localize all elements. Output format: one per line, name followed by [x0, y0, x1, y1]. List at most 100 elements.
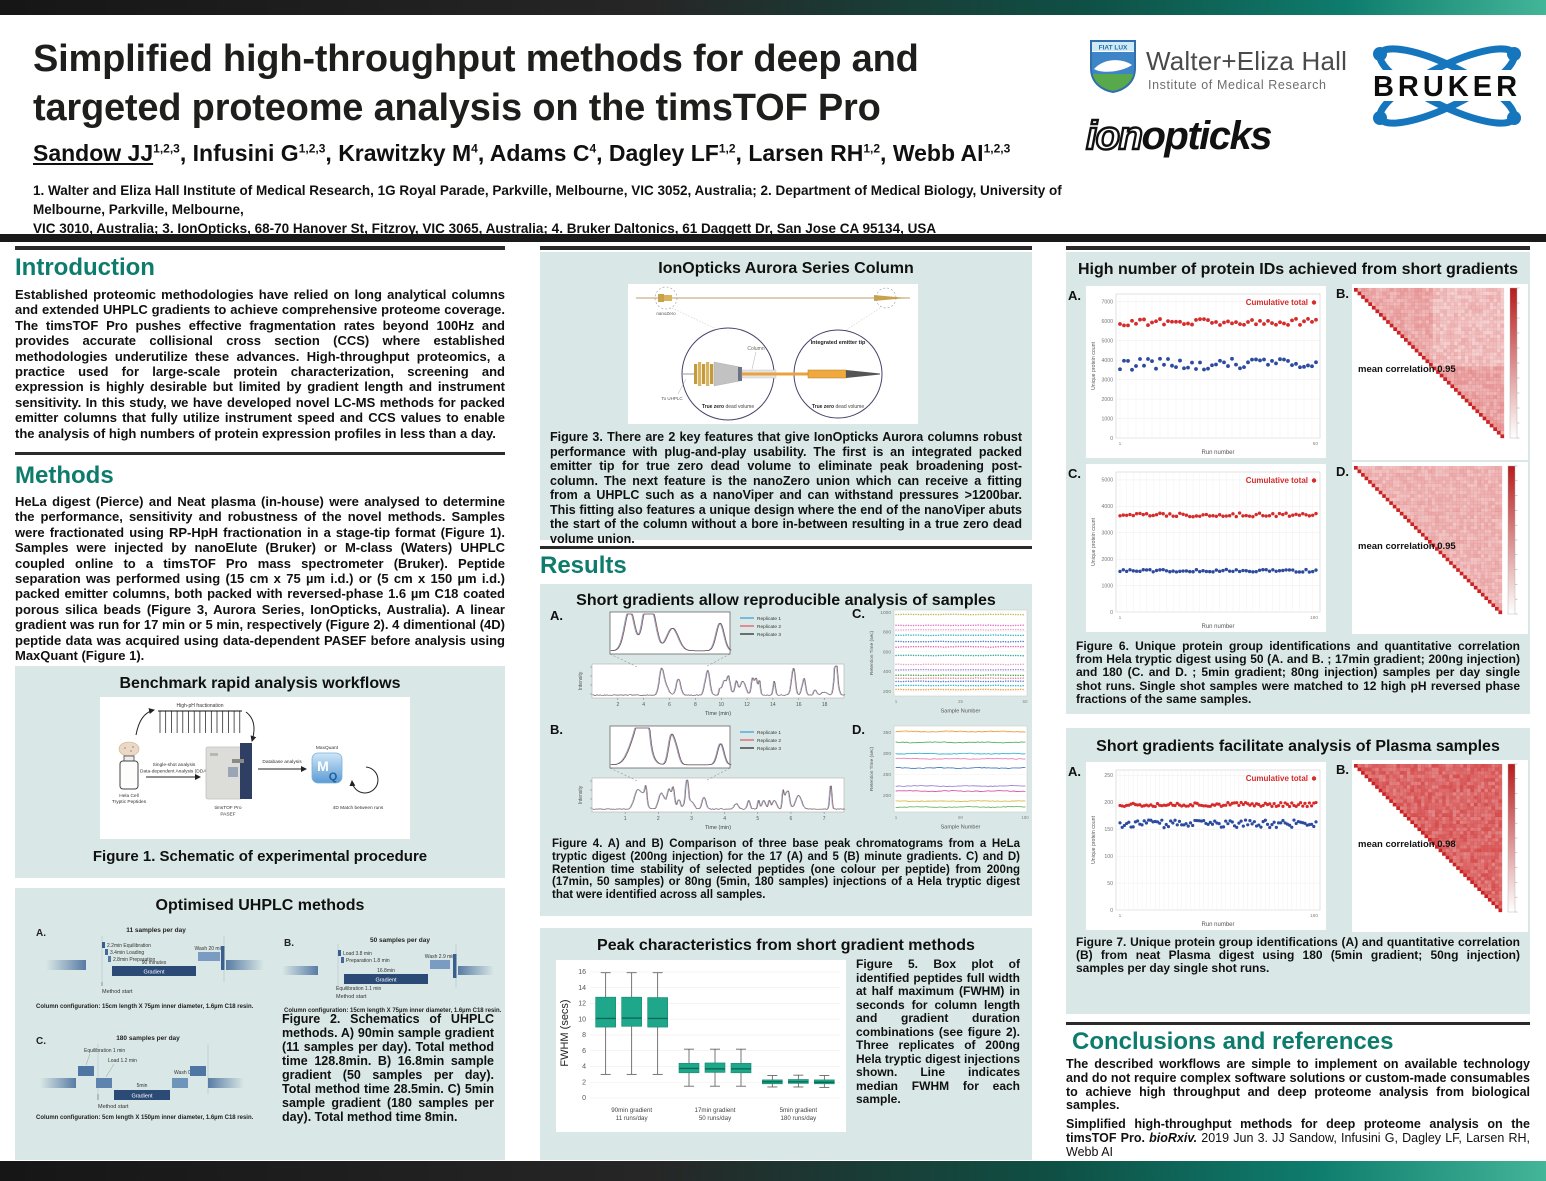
- svg-text:1: 1: [1119, 441, 1122, 447]
- figure6-caption: Figure 6. Unique protein group identific…: [1076, 639, 1520, 706]
- svg-text:5min gradient: 5min gradient: [780, 1107, 818, 1114]
- figure4-letter-a: A.: [550, 608, 563, 623]
- reference-title: Simplified high-throughput methods for d…: [1066, 1117, 1530, 1145]
- method-a-start-label: Method start: [102, 989, 133, 995]
- svg-text:600: 600: [883, 649, 891, 655]
- method-c-load-label: Load 1.2 min: [108, 1058, 137, 1064]
- figure1-diagram-box: High-pH fractionation Hela Cell Tryptic …: [100, 697, 410, 839]
- uhplc-method-a-diagram: A. 11 samples per day 2.2min Equilibrati…: [36, 927, 264, 1010]
- svg-text:90: 90: [958, 815, 964, 820]
- figure6-letter-d: D.: [1336, 464, 1349, 479]
- methods-body: HeLa digest (Pierce) and Neat plasma (in…: [15, 494, 505, 664]
- ionopticks-logo: ionopticks: [1085, 113, 1273, 159]
- method-b-eq-label: Equilibration 1.1 min: [336, 986, 382, 992]
- instrument-label-1: timsTOF Pro: [214, 805, 241, 811]
- method-a-duration-label: 90 minutes: [142, 960, 167, 966]
- retention-time-50samples: 200 400 600 800 1000 1 25 50 Sample Number Retent…: [869, 609, 1028, 715]
- method-a-wash-label: Wash 20 min: [195, 946, 224, 952]
- maxquant-icon: M Q: [311, 752, 343, 784]
- ionopticks-ion: ion: [1085, 113, 1144, 159]
- truezero-label-1: True zero dead volume: [702, 404, 754, 410]
- svg-text:14: 14: [578, 985, 586, 992]
- middle-column-rule: [540, 246, 1032, 250]
- figure7-caption: Figure 7. Unique protein group identific…: [1076, 935, 1520, 976]
- figure3-title: IonOpticks Aurora Series Column: [658, 260, 914, 277]
- svg-text:Q: Q: [329, 771, 338, 783]
- svg-text:1: 1: [895, 815, 898, 820]
- svg-text:180 runs/day: 180 runs/day: [780, 1115, 817, 1122]
- correlation-heatmap-5min: mean correlation 0.95: [1352, 462, 1528, 634]
- figure4-letter-d: D.: [852, 722, 865, 737]
- figure4-title: Short gradients allow reproducible analy…: [576, 592, 996, 609]
- svg-text:1: 1: [624, 816, 627, 822]
- svg-text:6: 6: [668, 702, 671, 708]
- nanozero-fitting-icon: [658, 294, 672, 302]
- svg-text:2000: 2000: [1101, 557, 1113, 563]
- fractionation-label: High-pH fractionation: [177, 703, 224, 709]
- method-c-title: 180 samples per day: [116, 1035, 180, 1042]
- svg-text:200: 200: [1104, 800, 1113, 806]
- svg-text:11 runs/day: 11 runs/day: [616, 1115, 649, 1122]
- svg-text:18: 18: [822, 702, 828, 708]
- svg-text:Replicate 3: Replicate 3: [757, 632, 781, 638]
- svg-text:0: 0: [1110, 436, 1113, 442]
- svg-text:90min gradient: 90min gradient: [611, 1107, 652, 1114]
- figure1-title: Benchmark rapid analysis workflows: [119, 675, 401, 692]
- weh-name: Walter+Eliza Hall: [1146, 46, 1348, 76]
- method-b-start-label: Method start: [336, 994, 367, 1000]
- method-c-config: Column configuration: 5cm length X 150µm…: [36, 1115, 254, 1121]
- figure7-letter-a: A.: [1068, 764, 1081, 779]
- affiliations: 1. Walter and Eliza Hall Institute of Me…: [33, 181, 1093, 238]
- svg-text:2: 2: [582, 1079, 586, 1086]
- truezero-bold-1: True zero: [702, 404, 724, 410]
- svg-text:Retention Time (sec): Retention Time (sec): [869, 746, 875, 791]
- svg-text:12: 12: [578, 1001, 586, 1008]
- svg-text:8: 8: [694, 702, 697, 708]
- svg-text:Intensity: Intensity: [578, 785, 584, 804]
- protein-ids-scatter-5min: 0 1000 2000 3000 4000 5000 Cumulative total 1 18…: [1086, 464, 1326, 632]
- timstof-instrument-icon: [205, 743, 252, 800]
- svg-text:Replicate 1: Replicate 1: [757, 730, 781, 736]
- svg-text:4: 4: [723, 816, 726, 822]
- svg-text:Replicate 2: Replicate 2: [757, 624, 781, 630]
- svg-text:12: 12: [744, 702, 750, 708]
- method-c-start-label: Method start: [98, 1104, 129, 1110]
- svg-text:Unique protein count: Unique protein count: [1091, 518, 1097, 566]
- svg-text:0: 0: [582, 1095, 586, 1102]
- method-a-letter: A.: [36, 928, 46, 939]
- svg-text:6000: 6000: [1101, 319, 1113, 325]
- method-b-letter: B.: [284, 938, 294, 949]
- weh-shield-icon: FIAT LUX: [1090, 40, 1136, 94]
- svg-text:16: 16: [796, 702, 802, 708]
- figure6-letter-c: C.: [1068, 466, 1081, 481]
- analysis-label-1: Single-shot analysis: [153, 762, 196, 768]
- svg-text:Cumulative total: Cumulative total: [1246, 298, 1308, 307]
- method-b-prep-label: Preparation 1.8 min: [346, 958, 390, 964]
- svg-text:2: 2: [616, 702, 619, 708]
- reference-journal: bioRxiv.: [1149, 1130, 1198, 1145]
- svg-text:Sample Number: Sample Number: [941, 825, 981, 831]
- affiliation-line1: 1. Walter and Eliza Hall Institute of Me…: [33, 183, 1062, 217]
- svg-text:16: 16: [578, 969, 586, 976]
- figure7-letter-b: B.: [1336, 762, 1349, 777]
- svg-text:Cumulative total: Cumulative total: [1246, 476, 1308, 485]
- svg-text:Replicate 3: Replicate 3: [757, 746, 781, 752]
- results-heading: Results: [540, 552, 627, 579]
- svg-text:2: 2: [657, 816, 660, 822]
- svg-text:50: 50: [1107, 881, 1113, 887]
- svg-text:1: 1: [1119, 615, 1122, 621]
- method-b-duration-label: 16.8min: [377, 968, 395, 974]
- method-a-title: 11 samples per day: [126, 927, 186, 934]
- svg-text:mean correlation 0.95: mean correlation 0.95: [1358, 541, 1456, 552]
- fractionation-comb-icon: [159, 711, 241, 733]
- svg-text:800: 800: [883, 630, 891, 636]
- chromatogram-5min: Replicate 1 Replicate 2 Replicate 3 1 2 3 4 5 6 7…: [578, 725, 846, 830]
- svg-text:10: 10: [718, 702, 724, 708]
- figure7-title: Short gradients facilitate analysis of P…: [1096, 738, 1500, 755]
- svg-text:mean correlation 0.95: mean correlation 0.95: [1358, 364, 1456, 375]
- poster-title: Simplified high-throughput methods for d…: [33, 35, 1033, 133]
- aurora-column-diagram: nanoZero Column To UHPLC True zero dead …: [636, 286, 910, 421]
- method-a-config: Column configuration: 15cm length X 75µm…: [36, 1004, 254, 1010]
- svg-text:10: 10: [578, 1016, 586, 1023]
